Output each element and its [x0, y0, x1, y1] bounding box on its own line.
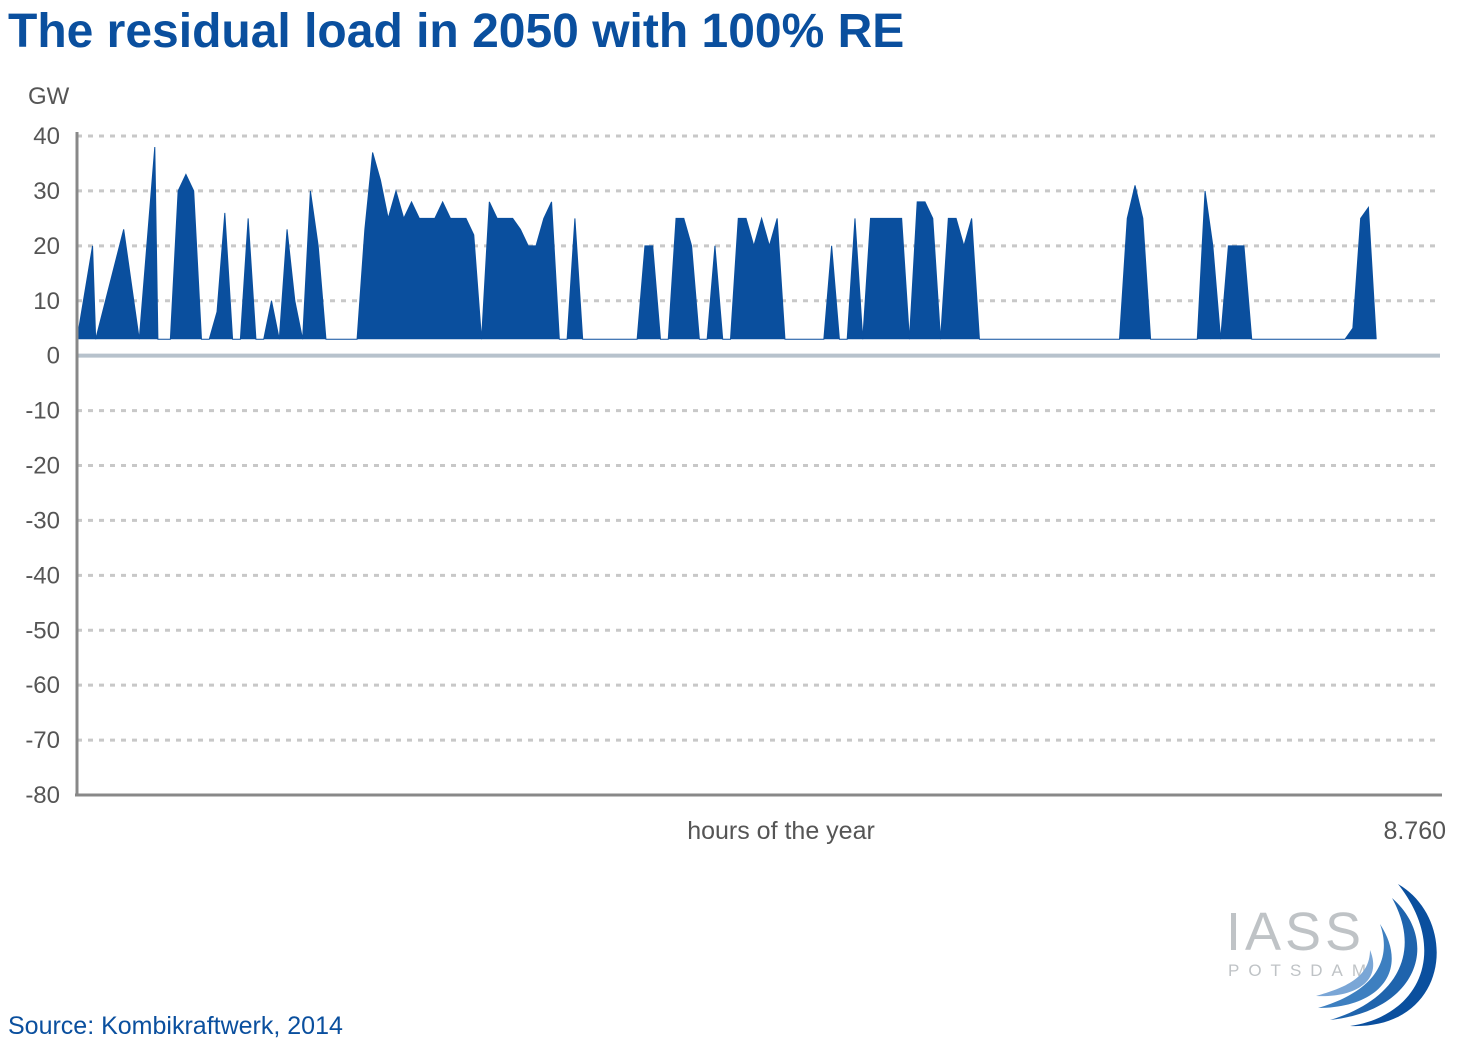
y-tick-label: -20 — [25, 453, 60, 480]
source-note: Source: Kombikraftwerk, 2014 — [8, 1012, 343, 1040]
y-tick-label: -80 — [25, 782, 60, 809]
page-title: The residual load in 2050 with 100% RE — [8, 5, 905, 58]
y-tick-label: -60 — [25, 672, 60, 699]
y-tick-label: 40 — [33, 123, 60, 150]
y-tick-label: -40 — [25, 562, 60, 589]
residual-load-area — [76, 146, 1377, 340]
y-axis-unit-label: GW — [28, 83, 70, 110]
x-tick-label: 8.760 — [1383, 817, 1446, 845]
y-tick-label: 30 — [33, 178, 60, 205]
residual-load-chart: 40 30 20 10 0 -10 -20 -30 -40 -50 -60 -70 -80 hours o… — [25, 123, 1446, 845]
logo-wordmark: IASS — [1226, 902, 1365, 962]
y-tick-label: 20 — [33, 233, 60, 260]
y-tick-label: -30 — [25, 507, 60, 534]
iass-potsdam-logo: IASS POTSDAM — [1226, 884, 1437, 1027]
y-tick-label: 0 — [47, 343, 60, 370]
y-tick-label: -10 — [25, 398, 60, 425]
x-axis-label: hours of the year — [687, 817, 875, 845]
y-tick-label: -50 — [25, 617, 60, 644]
y-tick-label: 10 — [33, 288, 60, 315]
logo-swirl-icon — [1350, 884, 1437, 1027]
y-tick-label: -70 — [25, 727, 60, 754]
logo-subline: POTSDAM — [1228, 961, 1375, 980]
